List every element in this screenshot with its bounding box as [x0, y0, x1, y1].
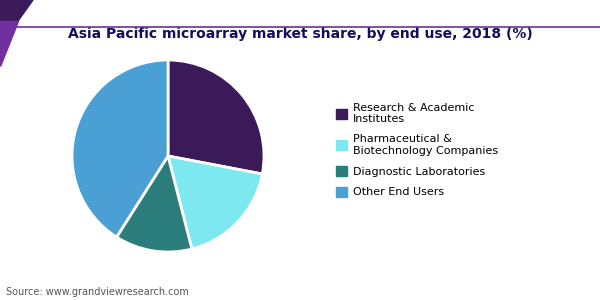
Text: Source: www.grandviewresearch.com: Source: www.grandviewresearch.com [6, 287, 189, 297]
Wedge shape [168, 156, 262, 249]
Wedge shape [116, 156, 192, 252]
Text: Asia Pacific microarray market share, by end use, 2018 (%): Asia Pacific microarray market share, by… [68, 27, 532, 41]
Wedge shape [72, 60, 168, 237]
Wedge shape [168, 60, 264, 174]
Legend: Research & Academic
Institutes, Pharmaceutical &
Biotechnology Companies, Diagno: Research & Academic Institutes, Pharmace… [335, 103, 499, 197]
